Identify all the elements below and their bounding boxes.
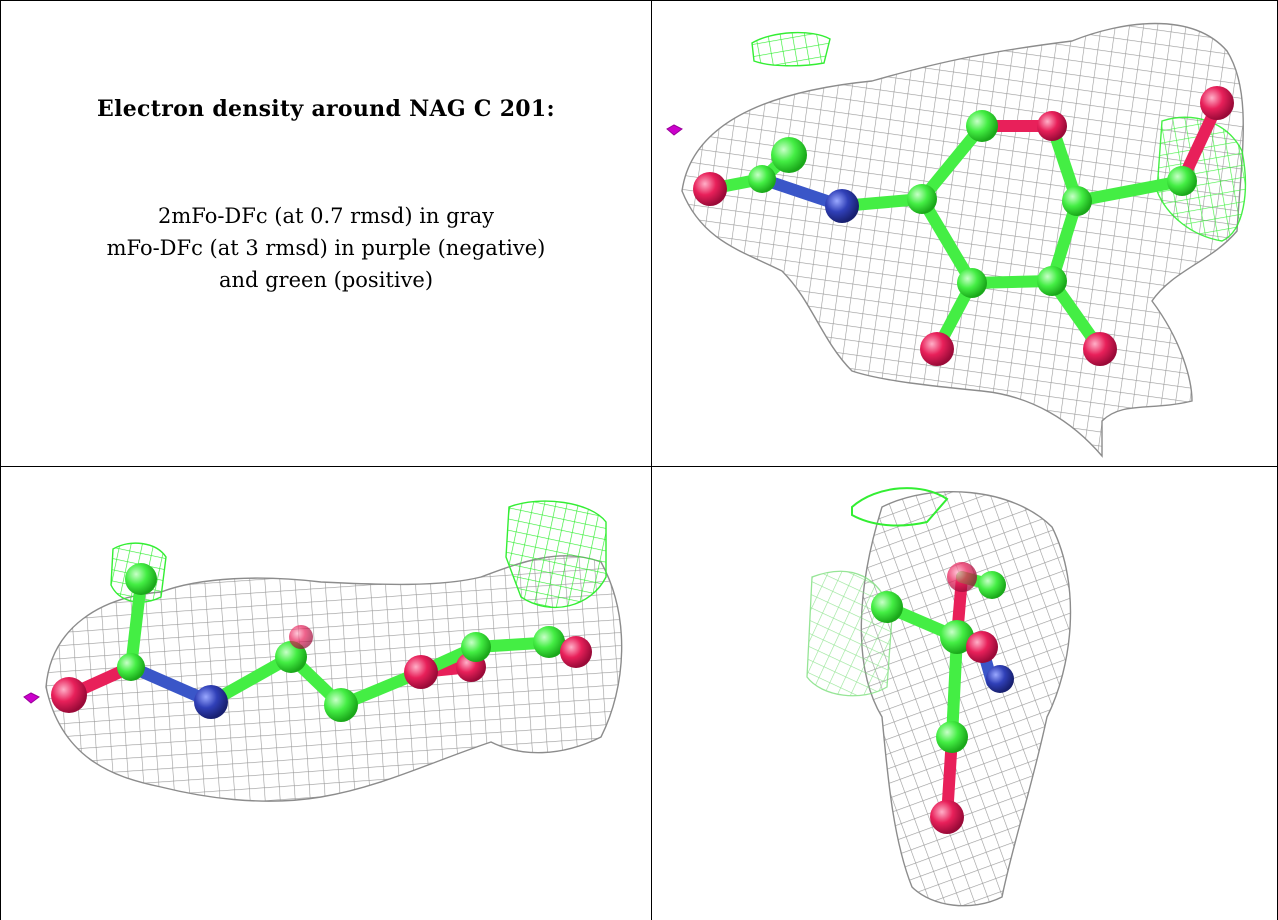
density-panel-top [652,1,1277,466]
density-view-side-icon [23,500,623,802]
density-panel-side [1,467,651,920]
figure-title-text: Electron density around NAG C 201: [97,96,555,122]
caption-cell: Electron density around NAG C 201: 2mFo-… [12,10,640,296]
density-panel-end [652,467,1277,920]
table-divider-horizontal [0,466,1278,467]
legend-line-positive: and green (positive) [218,268,434,292]
density-view-end-icon [806,487,1072,907]
legend-line-fofc: mFo-DFc (at 3 rmsd) in purple (negative) [106,236,546,260]
table-border-top [0,0,1278,1]
table-border-left [0,0,1,920]
table-divider-vertical [651,0,652,920]
density-view-top-icon [666,22,1247,458]
figure-title: Electron density around NAG C 201: [12,96,640,122]
legend-line-2fofc: 2mFo-DFc (at 0.7 rmsd) in gray [158,204,494,228]
figure-legend: 2mFo-DFc (at 0.7 rmsd) in gray mFo-DFc (… [12,200,640,296]
